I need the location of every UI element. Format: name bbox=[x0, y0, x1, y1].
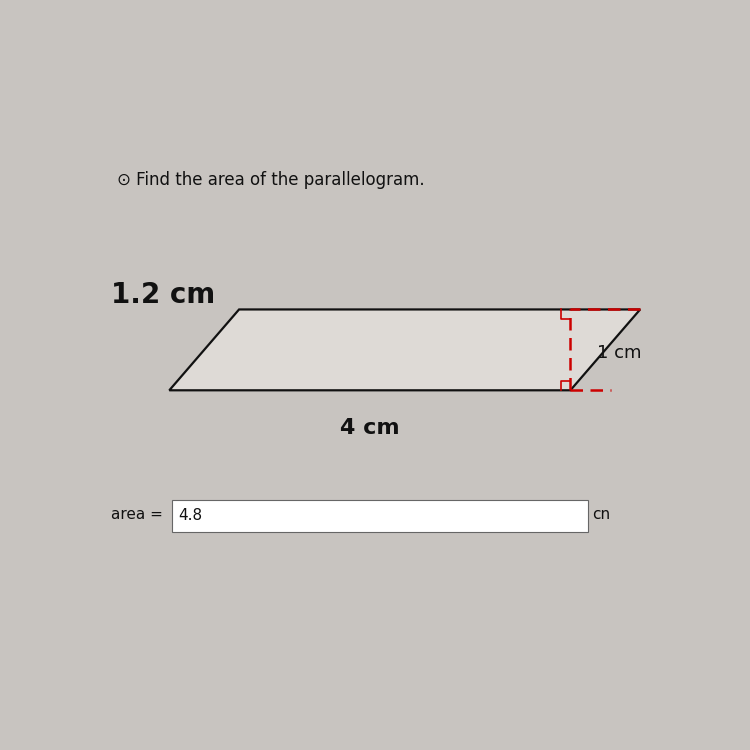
Text: area =: area = bbox=[111, 507, 168, 522]
Text: 1 cm: 1 cm bbox=[596, 344, 641, 362]
Text: 1.2 cm: 1.2 cm bbox=[111, 281, 215, 309]
Text: cn: cn bbox=[592, 507, 610, 522]
Text: 4 cm: 4 cm bbox=[340, 418, 400, 438]
Polygon shape bbox=[170, 310, 640, 390]
Text: ⊙ Find the area of the parallelogram.: ⊙ Find the area of the parallelogram. bbox=[117, 171, 424, 189]
Text: 4.8: 4.8 bbox=[178, 509, 203, 524]
Bar bbox=[172, 500, 588, 532]
